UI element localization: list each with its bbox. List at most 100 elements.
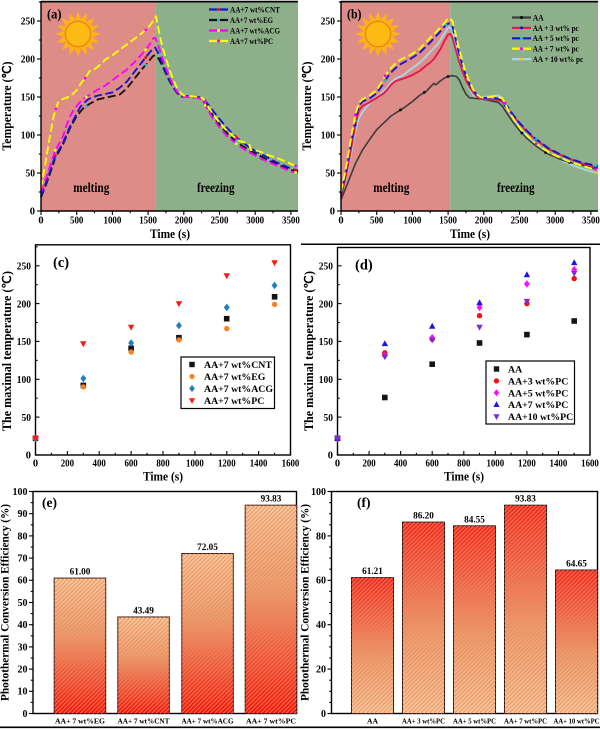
svg-text:1000: 1000 (486, 459, 504, 470)
svg-text:72.05: 72.05 (197, 542, 218, 552)
svg-text:200: 200 (362, 459, 375, 470)
svg-text:AA: AA (508, 365, 522, 376)
svg-text:1400: 1400 (250, 459, 268, 470)
svg-text:600: 600 (426, 459, 439, 470)
svg-text:100: 100 (21, 131, 35, 142)
svg-text:AA+7 wt%PC: AA+7 wt%PC (204, 396, 264, 407)
svg-text:AA: AA (533, 13, 544, 22)
svg-text:500: 500 (370, 216, 383, 227)
svg-text:61.21: 61.21 (362, 566, 383, 576)
svg-text:200: 200 (21, 55, 35, 66)
svg-text:Time (s): Time (s) (444, 470, 484, 484)
svg-text:(c): (c) (53, 255, 69, 271)
svg-text:1500: 1500 (439, 216, 457, 227)
svg-text:melting: melting (373, 180, 409, 195)
svg-text:1600: 1600 (282, 459, 300, 470)
svg-text:freezing: freezing (197, 180, 235, 195)
svg-text:10: 10 (18, 687, 28, 698)
svg-text:AA+ 7 wt%PC: AA+ 7 wt%PC (504, 717, 547, 726)
svg-text:2500: 2500 (211, 216, 229, 227)
svg-text:AA+7 wt%CNT: AA+7 wt%CNT (230, 5, 280, 14)
svg-text:0: 0 (338, 216, 343, 227)
svg-text:AA+ 7 wt%PC: AA+ 7 wt%PC (246, 717, 296, 726)
svg-text:AA+7 wt%EG: AA+7 wt%EG (204, 372, 266, 383)
svg-text:30: 30 (18, 642, 28, 653)
svg-text:AA+ 10 wt%PC: AA+ 10 wt%PC (554, 717, 600, 726)
svg-text:50: 50 (26, 169, 36, 180)
svg-text:AA+7 wt%CNT: AA+7 wt%CNT (204, 360, 272, 371)
svg-text:AA+ 7 wt%EG: AA+ 7 wt%EG (55, 717, 105, 726)
svg-text:0: 0 (26, 451, 31, 462)
svg-text:AA+ 7 wt%ACG: AA+ 7 wt%ACG (182, 717, 234, 726)
svg-text:250: 250 (21, 17, 35, 28)
svg-text:0: 0 (335, 459, 340, 470)
svg-text:100: 100 (319, 375, 333, 386)
svg-text:90: 90 (18, 509, 28, 520)
svg-text:AA+ 5 wt%PC: AA+ 5 wt%PC (453, 717, 496, 726)
svg-text:100: 100 (321, 131, 335, 142)
svg-text:150: 150 (319, 337, 333, 348)
svg-text:50: 50 (324, 413, 334, 424)
svg-text:100: 100 (17, 375, 31, 386)
svg-text:50: 50 (22, 413, 32, 424)
svg-text:93.83: 93.83 (515, 494, 536, 504)
svg-text:50: 50 (326, 169, 336, 180)
svg-text:3000: 3000 (546, 216, 564, 227)
svg-text:1200: 1200 (518, 459, 536, 470)
svg-text:AA + 10 wt% pc: AA + 10 wt% pc (533, 55, 584, 64)
svg-text:43.49: 43.49 (133, 606, 154, 616)
svg-text:86.20: 86.20 (413, 511, 434, 521)
svg-text:The maximal temperature (℃): The maximal temperature (℃) (302, 271, 316, 431)
svg-text:3500: 3500 (282, 216, 300, 227)
svg-text:150: 150 (321, 93, 335, 104)
svg-text:61.00: 61.00 (70, 567, 91, 577)
svg-text:(f): (f) (357, 495, 371, 510)
svg-text:0: 0 (30, 207, 35, 218)
svg-text:200: 200 (321, 55, 335, 66)
svg-text:200: 200 (17, 299, 31, 310)
svg-text:1400: 1400 (550, 459, 568, 470)
svg-text:AA + 7 wt% pc: AA + 7 wt% pc (533, 45, 579, 54)
svg-text:70: 70 (18, 554, 28, 565)
svg-text:60: 60 (18, 576, 28, 587)
svg-text:0: 0 (23, 709, 28, 720)
svg-text:100: 100 (13, 487, 28, 498)
svg-text:1000: 1000 (404, 216, 422, 227)
svg-text:0: 0 (38, 216, 43, 227)
svg-text:AA+7 wt%ACG: AA+7 wt%ACG (204, 384, 273, 395)
svg-text:250: 250 (321, 17, 335, 28)
svg-text:melting: melting (73, 180, 109, 195)
svg-text:250: 250 (319, 261, 333, 272)
svg-text:AA+5 wt%PC: AA+5 wt%PC (508, 388, 568, 399)
svg-text:0: 0 (328, 451, 333, 462)
svg-text:AA+7 wt%EG: AA+7 wt%EG (230, 16, 274, 25)
svg-text:20: 20 (316, 665, 326, 676)
svg-text:20: 20 (18, 665, 28, 676)
svg-text:200: 200 (319, 299, 333, 310)
svg-text:Photothermal Conversion Effici: Photothermal Conversion Efficiency (%) (298, 504, 312, 701)
svg-text:800: 800 (457, 459, 470, 470)
svg-text:(b): (b) (347, 8, 362, 23)
svg-text:40: 40 (18, 620, 28, 631)
svg-text:50: 50 (18, 598, 28, 609)
svg-text:3000: 3000 (246, 216, 264, 227)
svg-text:250: 250 (17, 261, 31, 272)
svg-text:800: 800 (156, 459, 169, 470)
svg-text:AA+7 wt%PC: AA+7 wt%PC (230, 37, 273, 46)
svg-text:200: 200 (61, 459, 74, 470)
svg-text:freezing: freezing (497, 180, 535, 195)
svg-text:3500: 3500 (582, 216, 600, 227)
svg-text:AA+7 wt%ACG: AA+7 wt%ACG (230, 26, 281, 35)
svg-text:60: 60 (316, 576, 326, 587)
svg-text:150: 150 (21, 93, 35, 104)
svg-text:Time (s): Time (s) (143, 470, 183, 484)
svg-text:(d): (d) (355, 258, 373, 274)
svg-text:0: 0 (33, 459, 38, 470)
svg-text:AA: AA (367, 717, 379, 726)
svg-text:(a): (a) (47, 8, 62, 23)
svg-text:1600: 1600 (581, 459, 599, 470)
svg-text:1000: 1000 (104, 216, 122, 227)
svg-text:AA + 5 wt% pc: AA + 5 wt% pc (533, 34, 579, 43)
svg-text:100: 100 (311, 487, 326, 498)
svg-text:Time (s): Time (s) (150, 227, 190, 241)
